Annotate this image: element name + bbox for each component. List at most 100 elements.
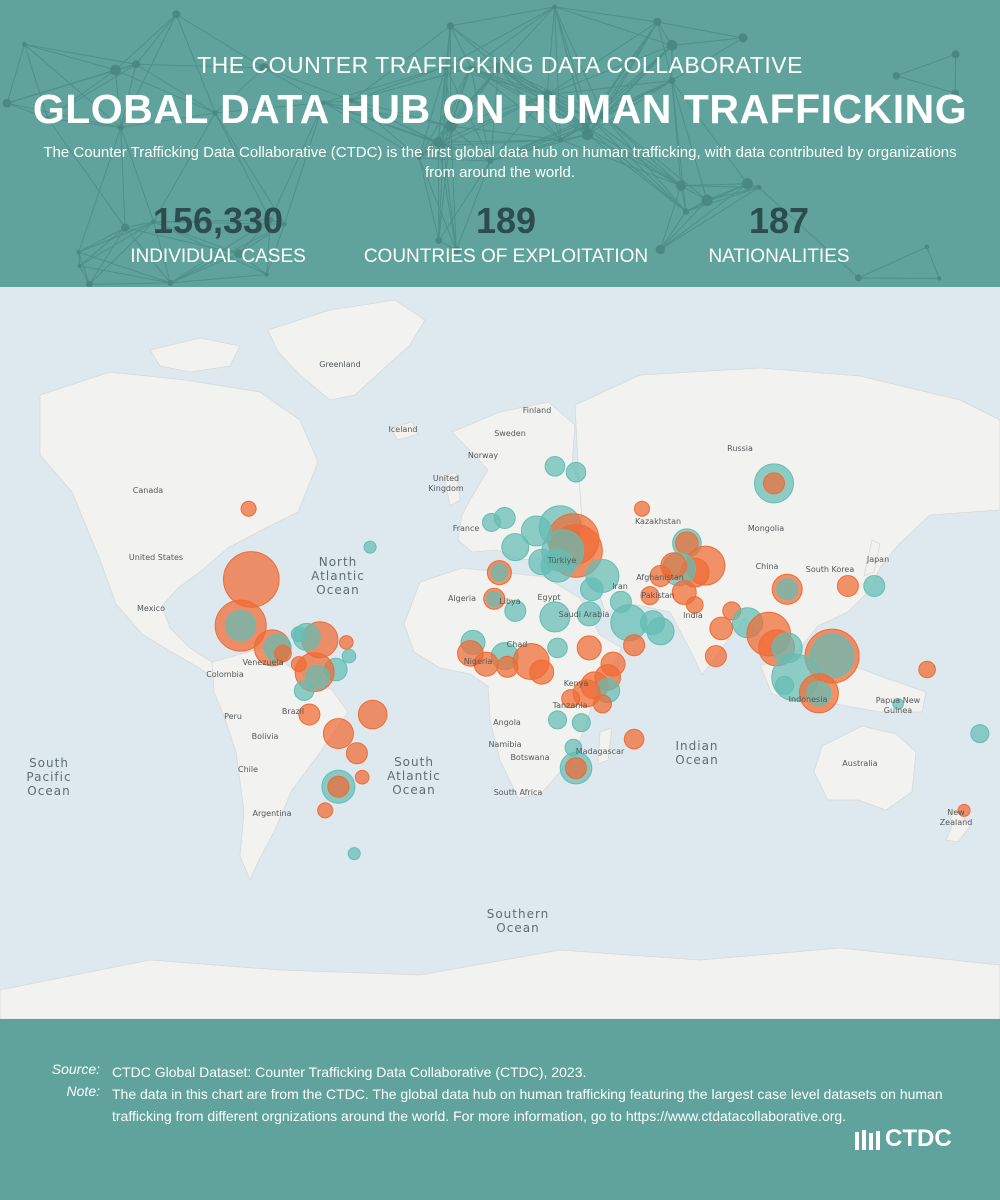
exploitation-bubble[interactable] [576, 635, 602, 661]
map-canvas[interactable]: North Atlantic Ocean South Atlantic Ocea… [0, 287, 1000, 1019]
exploitation-bubble[interactable] [529, 659, 555, 685]
nationality-bubble[interactable] [490, 563, 509, 582]
nationality-bubble[interactable] [580, 577, 604, 602]
nationality-bubble[interactable] [609, 590, 632, 613]
world-map[interactable]: North Atlantic Ocean South Atlantic Ocea… [0, 287, 1000, 1019]
exploitation-bubble[interactable] [763, 472, 785, 495]
network-node [892, 72, 900, 80]
nationality-bubble[interactable] [863, 575, 886, 597]
nationality-bubble[interactable] [293, 680, 315, 701]
nationality-bubble[interactable] [290, 626, 307, 643]
exploitation-bubble[interactable] [496, 655, 519, 678]
nationality-bubble[interactable] [482, 512, 501, 532]
nationality-bubble[interactable] [576, 601, 602, 627]
exploitation-bubble[interactable] [298, 703, 321, 726]
network-node [582, 122, 590, 131]
country-label-tanzania: Tanzania [552, 701, 588, 710]
exploitation-bubble[interactable] [354, 769, 370, 785]
network-line [954, 54, 957, 94]
exploitation-bubble[interactable] [709, 616, 734, 641]
nationality-bubble[interactable] [548, 710, 567, 730]
exploitation-bubble[interactable] [918, 660, 936, 679]
ctdc-logo[interactable]: CTDC [855, 1125, 952, 1153]
ocean-label-north-atlantic-line1: North [319, 555, 358, 569]
ocean-label-indian-line1: Indian [675, 739, 718, 753]
exploitation-bubble[interactable] [322, 718, 354, 750]
network-line [659, 211, 687, 250]
network-node [416, 155, 422, 161]
nationality-bubble[interactable] [571, 713, 591, 733]
network-node [172, 10, 181, 19]
exploitation-bubble[interactable] [345, 742, 368, 765]
network-line [585, 21, 658, 127]
stat-value: 187 [748, 200, 810, 241]
nationality-bubble[interactable] [520, 515, 552, 547]
exploitation-bubble[interactable] [704, 645, 727, 668]
nationality-bubble[interactable] [341, 648, 357, 664]
nationality-bubble[interactable] [504, 599, 527, 622]
nationality-bubble[interactable] [347, 847, 361, 861]
exploitation-bubble[interactable] [274, 644, 292, 663]
nationality-bubble[interactable] [806, 680, 832, 706]
exploitation-bubble[interactable] [623, 728, 645, 750]
nationality-bubble[interactable] [363, 540, 377, 554]
exploitation-bubble[interactable] [561, 689, 581, 709]
nationality-bubble[interactable] [776, 578, 799, 601]
nationality-bubble[interactable] [486, 590, 503, 607]
nationality-bubble[interactable] [809, 633, 855, 679]
nationality-bubble[interactable] [501, 533, 530, 562]
exploitation-bubble[interactable] [565, 757, 587, 780]
country-label-norway: Norway [468, 451, 499, 460]
exploitation-bubble[interactable] [317, 802, 334, 819]
network-node [599, 111, 607, 119]
network-line [266, 219, 271, 275]
country-label-canada: Canada [133, 486, 164, 495]
exploitation-bubble[interactable] [223, 551, 280, 608]
country-label-iran: Iran [612, 582, 628, 591]
exploitation-bubble[interactable] [649, 565, 672, 587]
nationality-bubble[interactable] [646, 617, 675, 646]
exploitation-bubble[interactable] [686, 596, 704, 614]
network-node [682, 208, 690, 215]
network-node [120, 223, 130, 232]
ocean-label-south-pacific-line3: Ocean [27, 784, 70, 798]
network-node [234, 249, 244, 259]
network-line [587, 80, 673, 136]
source-text: CTDC Global Dataset: Counter Trafficking… [112, 1064, 587, 1080]
exploitation-bubble[interactable] [634, 500, 650, 517]
network-node [264, 272, 269, 277]
network-line [79, 265, 171, 284]
network-line [498, 67, 588, 136]
nationality-bubble[interactable] [544, 456, 566, 477]
exploitation-bubble[interactable] [623, 634, 646, 657]
network-line [418, 157, 457, 251]
nationality-bubble[interactable] [528, 548, 556, 576]
network-line [351, 66, 446, 101]
exploitation-bubble[interactable] [357, 699, 388, 730]
ocean-label-south-atlantic-line3: Ocean [392, 783, 435, 797]
nationality-bubble[interactable] [970, 724, 990, 744]
bubble-layer[interactable] [214, 456, 990, 861]
exploitation-bubble[interactable] [327, 775, 350, 798]
exploitation-bubble[interactable] [592, 694, 612, 714]
nationality-bubble[interactable] [775, 675, 795, 695]
network-line [546, 94, 587, 127]
exploitation-bubble[interactable] [240, 500, 257, 517]
exploitation-bubble[interactable] [957, 803, 971, 817]
network-line [896, 53, 956, 77]
country-label-kenya: Kenya [564, 679, 589, 688]
country-label-russia: Russia [727, 444, 753, 453]
network-line [214, 112, 285, 225]
nationality-bubble[interactable] [539, 601, 571, 633]
nationality-bubble[interactable] [565, 461, 587, 483]
nationality-bubble[interactable] [892, 698, 904, 710]
network-line [135, 63, 265, 69]
country-label-saudi-arabia: Saudi Arabia [559, 610, 610, 619]
exploitation-bubble[interactable] [339, 635, 354, 650]
exploitation-bubble[interactable] [640, 586, 660, 606]
network-line [78, 252, 90, 285]
nationality-bubble[interactable] [225, 610, 257, 642]
exploitation-bubble[interactable] [836, 575, 859, 597]
nationality-bubble[interactable] [547, 637, 568, 659]
network-line [120, 14, 177, 128]
